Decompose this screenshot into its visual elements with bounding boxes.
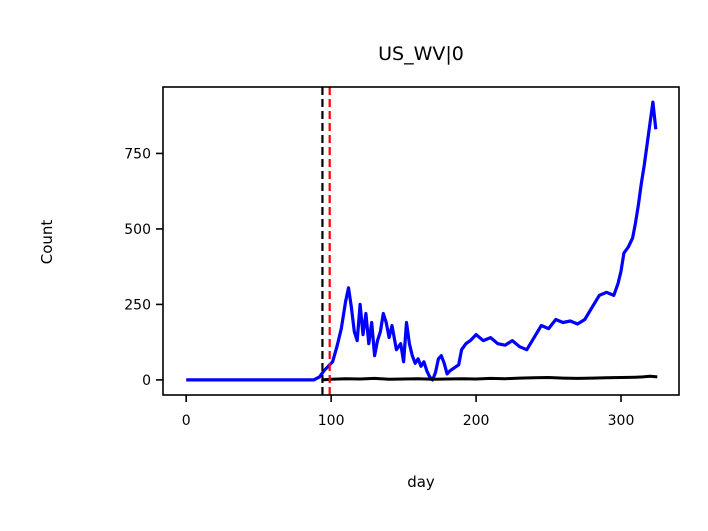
series-line-2 xyxy=(322,374,658,382)
x-tick-label: 0 xyxy=(182,413,191,429)
y-tick-label: 0 xyxy=(142,373,151,389)
y-axis-label: Count xyxy=(38,220,56,265)
y-tick-label: 750 xyxy=(124,146,151,162)
chart-title: US_WV|0 xyxy=(378,43,464,65)
x-tick-label: 100 xyxy=(318,413,345,429)
y-tick-label: 500 xyxy=(124,222,151,238)
y-tick-label: 250 xyxy=(124,297,151,313)
x-axis-label: day xyxy=(407,473,435,491)
series-line-1 xyxy=(186,100,658,382)
plot-frame xyxy=(162,86,680,396)
x-tick-label: 300 xyxy=(608,413,635,429)
plot-area: 0 100 200 300 0 250 500 750 xyxy=(124,86,680,429)
x-tick-label: 200 xyxy=(463,413,490,429)
